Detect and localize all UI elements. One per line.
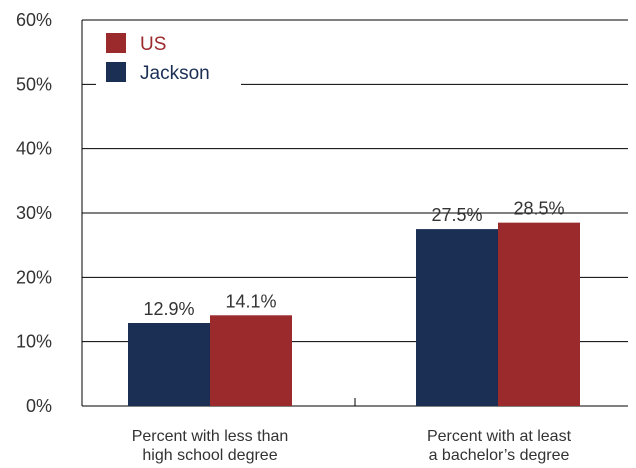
legend-label-us: US <box>140 34 166 55</box>
x-category-label: Percent with less than high school degree <box>132 428 289 464</box>
bars <box>128 222 580 406</box>
legend-swatch-jackson <box>106 62 126 82</box>
x-category-label: Percent with at least a bachelor’s degree <box>427 428 572 464</box>
data-label-us-0: 14.1% <box>225 291 276 311</box>
y-tick-label: 50% <box>16 74 52 94</box>
y-axis-ticks: 0% 10% 20% 30% 40% 50% 60% <box>16 10 52 416</box>
y-tick-label: 30% <box>16 203 52 223</box>
legend-label-jackson: Jackson <box>140 63 210 84</box>
y-tick-label: 60% <box>16 10 52 30</box>
y-tick-label: 0% <box>26 396 52 416</box>
legend-swatch-us <box>106 33 126 53</box>
data-labels: 12.9% 14.1% 27.5% 28.5% <box>143 199 564 319</box>
y-tick-label: 10% <box>16 332 52 352</box>
bar-us-0 <box>210 315 292 406</box>
data-label-us-1: 28.5% <box>513 199 564 219</box>
data-label-jackson-0: 12.9% <box>143 299 194 319</box>
legend: US Jackson <box>96 28 241 86</box>
bar-us-1 <box>498 222 580 406</box>
y-tick-label: 40% <box>16 139 52 159</box>
x-axis-categories: Percent with less than high school degree… <box>132 428 572 464</box>
y-tick-label: 20% <box>16 267 52 287</box>
bar-jackson-0 <box>128 323 210 406</box>
bar-jackson-1 <box>416 229 498 406</box>
data-label-jackson-1: 27.5% <box>431 205 482 225</box>
